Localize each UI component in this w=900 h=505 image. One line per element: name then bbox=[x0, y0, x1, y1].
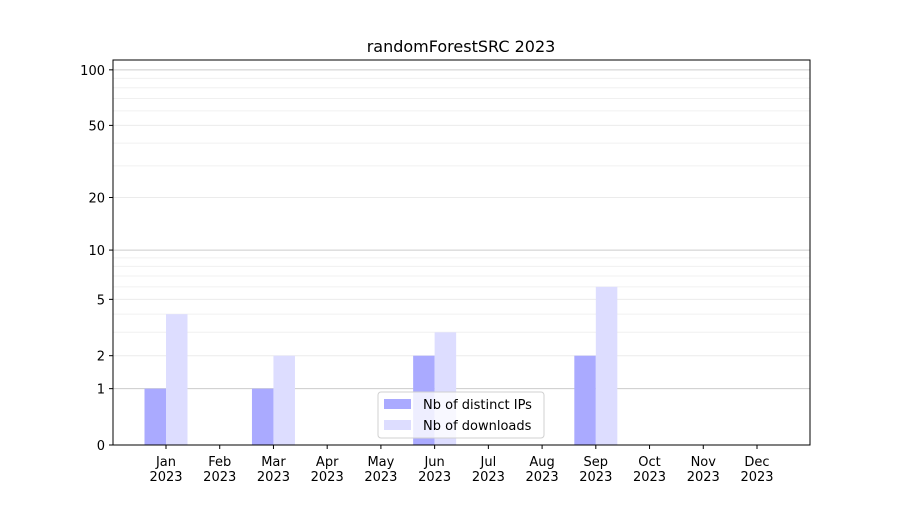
y-tick-label: 2 bbox=[97, 350, 105, 365]
bar-distinct-ips bbox=[251, 388, 274, 445]
y-tick-label: 5 bbox=[97, 293, 105, 308]
y-tick-label: 50 bbox=[88, 119, 105, 134]
x-tick-label: 2023 bbox=[740, 470, 773, 485]
y-tick-label: 20 bbox=[88, 192, 105, 207]
y-tick-label: 10 bbox=[88, 244, 105, 259]
legend-label: Nb of distinct IPs bbox=[423, 398, 532, 413]
y-tick-label: 100 bbox=[80, 64, 105, 79]
x-tick-label: 2023 bbox=[203, 470, 236, 485]
x-tick-label: Aug bbox=[529, 455, 554, 470]
x-tick-label: 2023 bbox=[579, 470, 612, 485]
x-tick-label: 2023 bbox=[364, 470, 397, 485]
y-tick-label: 0 bbox=[97, 439, 105, 454]
x-tick-label: 2023 bbox=[526, 470, 559, 485]
x-tick-label: Dec bbox=[744, 455, 769, 470]
x-tick-label: Apr bbox=[316, 455, 339, 470]
legend-swatch bbox=[384, 420, 411, 430]
x-tick-label: 2023 bbox=[472, 470, 505, 485]
bar-distinct-ips bbox=[144, 388, 166, 445]
chart-title: randomForestSRC 2023 bbox=[367, 37, 556, 56]
legend-swatch bbox=[384, 399, 411, 409]
x-tick-label: Feb bbox=[208, 455, 231, 470]
bar-downloads bbox=[166, 314, 188, 445]
x-tick-label: 2023 bbox=[418, 470, 451, 485]
legend-label: Nb of downloads bbox=[423, 419, 532, 434]
plot-frame bbox=[112, 59, 811, 446]
x-tick-label: May bbox=[367, 455, 394, 470]
bar-downloads bbox=[595, 286, 618, 445]
bar-downloads bbox=[273, 355, 295, 445]
x-tick-label: Jun bbox=[423, 455, 444, 470]
x-tick-label: 2023 bbox=[687, 470, 720, 485]
legend-box bbox=[377, 391, 545, 439]
x-tick-label: Oct bbox=[638, 455, 660, 470]
x-tick-label: Mar bbox=[261, 455, 286, 470]
x-tick-label: 2023 bbox=[149, 470, 182, 485]
x-tick-label: 2023 bbox=[633, 470, 666, 485]
y-tick-label: 1 bbox=[97, 383, 105, 398]
x-tick-label: Sep bbox=[584, 455, 609, 470]
x-tick-label: Jul bbox=[480, 455, 497, 470]
x-tick-label: 2023 bbox=[311, 470, 344, 485]
x-tick-label: Nov bbox=[691, 455, 717, 470]
bar-distinct-ips bbox=[574, 355, 596, 445]
x-tick-label: 2023 bbox=[257, 470, 290, 485]
x-tick-label: Jan bbox=[155, 455, 176, 470]
